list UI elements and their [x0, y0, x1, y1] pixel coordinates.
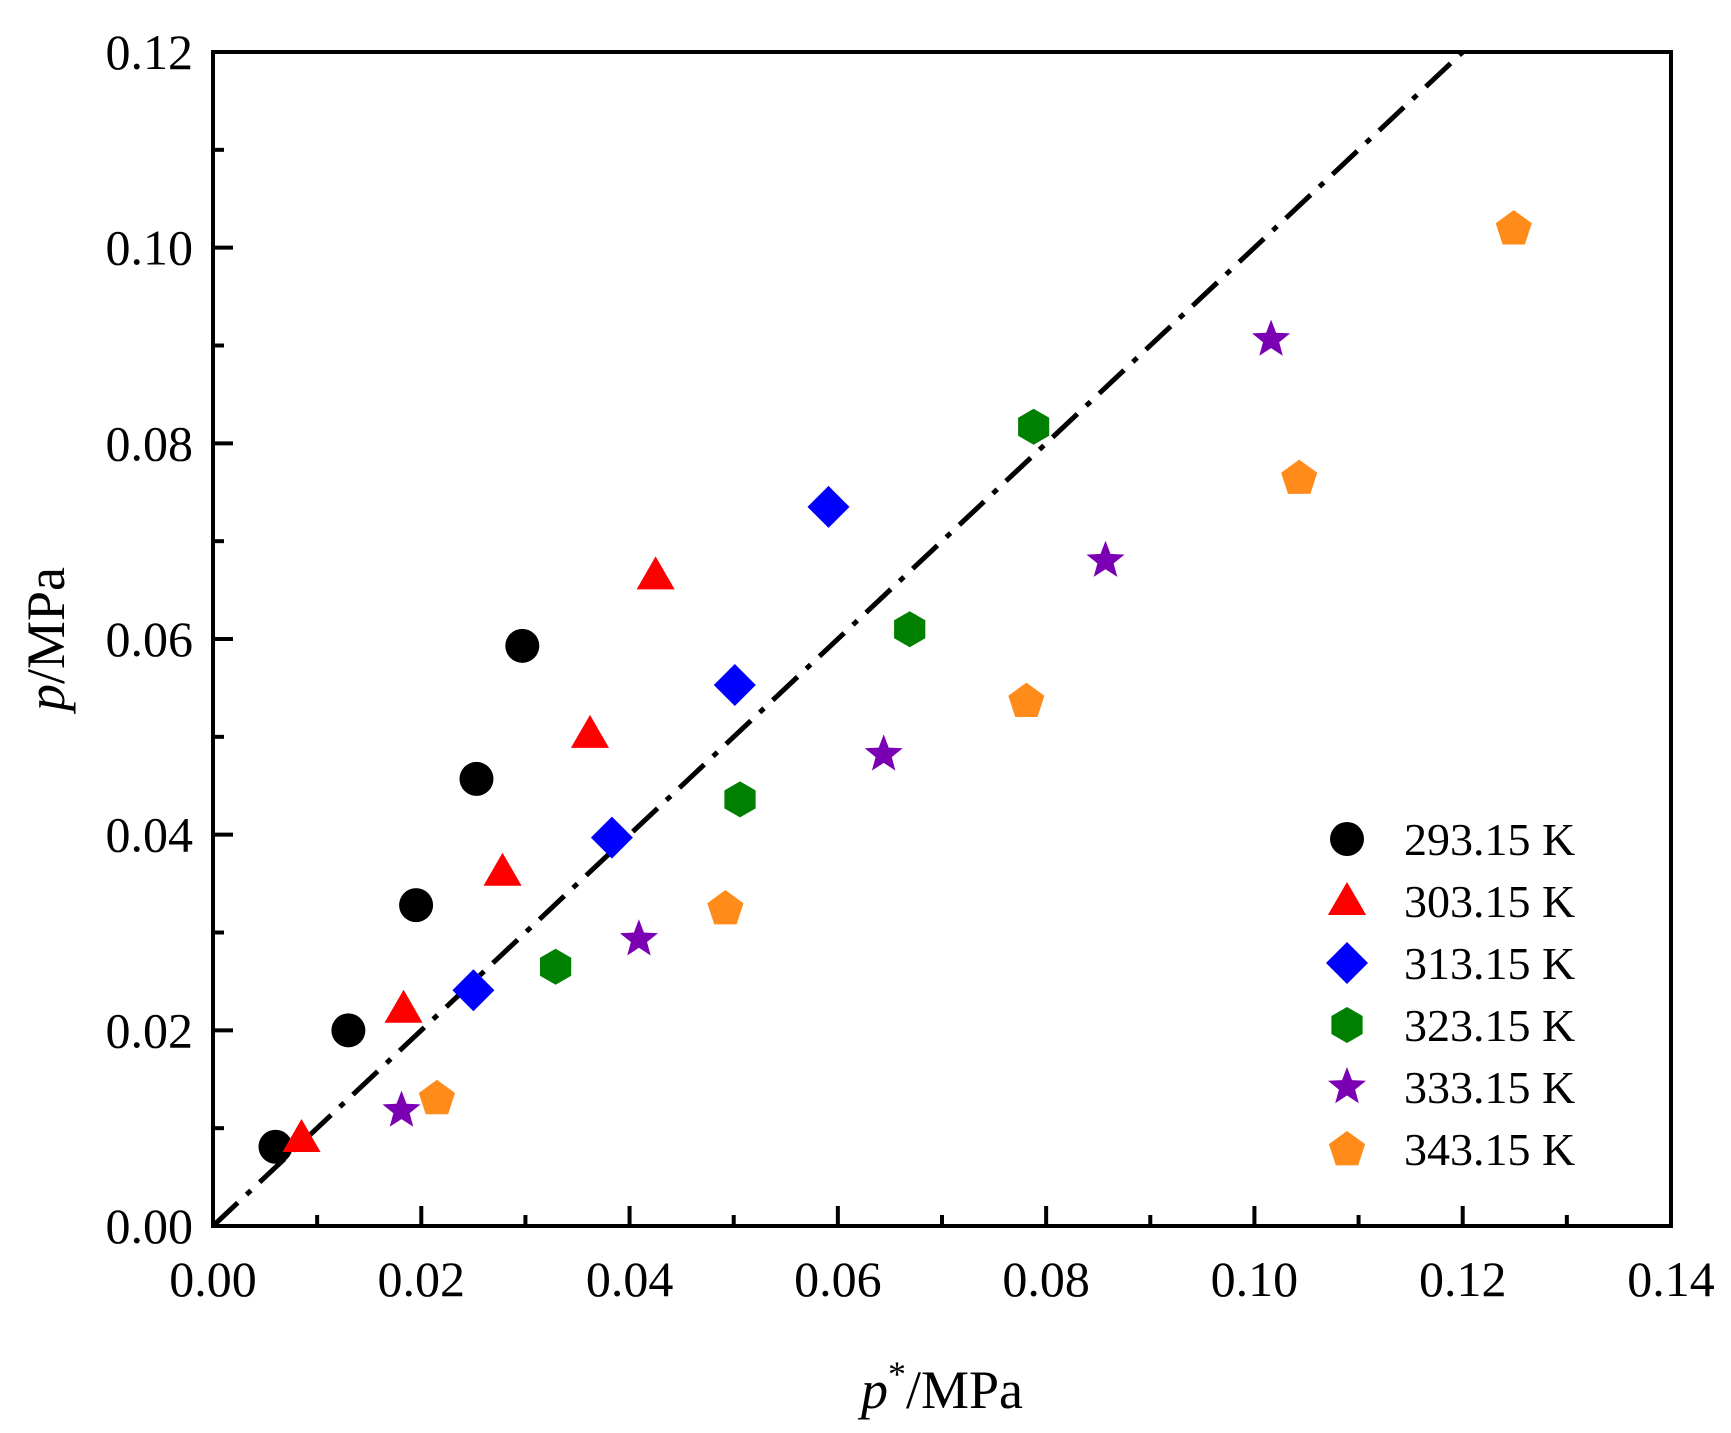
data-point [483, 852, 522, 886]
legend: 293.15 K 303.15 K 313.15 K 323.15 K 333.15 K… [1326, 814, 1575, 1175]
y-tick-label: 0.04 [106, 807, 194, 863]
data-point [382, 1090, 421, 1127]
legend-label: 293.15 K [1404, 814, 1575, 865]
y-tick-label: 0.00 [106, 1198, 194, 1254]
y-tick-label: 0.08 [106, 415, 194, 471]
data-point [1281, 459, 1318, 494]
legend-item: 293.15 K [1330, 814, 1575, 865]
x-tick-label: 0.02 [378, 1251, 466, 1307]
x-axis-var: p [857, 1360, 888, 1420]
data-point [724, 781, 756, 818]
data-point [452, 969, 495, 1012]
y-axis-unit: /MPa [16, 567, 76, 684]
reference-line [211, 50, 1465, 1228]
data-point [707, 890, 744, 925]
x-tick-label: 0.00 [169, 1251, 257, 1307]
legend-item: 323.15 K [1331, 1000, 1575, 1051]
x-tick-labels: 0.00 0.02 0.04 0.06 0.08 0.10 0.12 0.14 [169, 1251, 1715, 1307]
x-axis-title: p*/MPa [857, 1354, 1023, 1420]
y-axis-title: p/MPa [16, 567, 76, 715]
legend-marker [1328, 1067, 1366, 1104]
y-axis-var: p [16, 684, 76, 715]
legend-label: 343.15 K [1404, 1124, 1575, 1175]
data-point [864, 734, 903, 771]
legend-marker [1326, 942, 1368, 984]
data-point [590, 816, 633, 859]
x-tick-label: 0.06 [794, 1251, 882, 1307]
data-point [540, 948, 572, 985]
plot-frame [211, 50, 1673, 1228]
series-323-15-k [540, 408, 1050, 985]
legend-label: 303.15 K [1404, 876, 1575, 927]
data-point [331, 1013, 366, 1048]
legend-item: 343.15 K [1328, 1124, 1575, 1175]
x-axis-sup: * [888, 1354, 906, 1394]
data-point [282, 1119, 321, 1152]
x-tick-label: 0.12 [1419, 1251, 1507, 1307]
data-point [399, 888, 434, 923]
data-point [505, 628, 540, 663]
data-point [894, 611, 926, 648]
series-303-15-k [282, 556, 675, 1152]
legend-label: 333.15 K [1404, 1062, 1575, 1113]
y-tick-label: 0.06 [106, 611, 194, 667]
y-tick-labels: 0.00 0.02 0.04 0.06 0.08 0.10 0.12 [106, 24, 194, 1254]
reference-line-layer [211, 50, 1465, 1228]
data-point [418, 1079, 455, 1115]
x-axis-unit: /MPa [906, 1360, 1023, 1420]
data-point [570, 714, 609, 748]
series-313-15-k [452, 485, 850, 1012]
data-point [459, 761, 494, 796]
y-tick-label: 0.10 [106, 220, 194, 276]
legend-item: 333.15 K [1328, 1062, 1575, 1113]
data-point [619, 919, 658, 956]
x-tick-label: 0.10 [1211, 1251, 1299, 1307]
legend-marker [1327, 882, 1367, 915]
data-point [1495, 210, 1532, 245]
series-343-15-k [418, 210, 1532, 1115]
legend-item: 303.15 K [1327, 876, 1575, 927]
data-point [807, 485, 850, 528]
legend-item: 313.15 K [1326, 938, 1575, 989]
data-point [713, 664, 756, 706]
data-point [636, 556, 675, 590]
data-point [1018, 408, 1050, 445]
legend-label: 323.15 K [1404, 1000, 1575, 1051]
series-333-15-k [382, 319, 1291, 1127]
data-point [1252, 319, 1291, 356]
data-point [258, 1129, 293, 1164]
legend-marker [1328, 1131, 1366, 1166]
y-tick-label: 0.02 [106, 1002, 194, 1058]
series-293-15-k [258, 628, 540, 1164]
data-point [1086, 540, 1125, 577]
data-points-layer [258, 210, 1532, 1164]
legend-label: 313.15 K [1404, 938, 1575, 989]
x-tick-label: 0.08 [1002, 1251, 1090, 1307]
legend-marker [1331, 1007, 1363, 1043]
legend-marker [1330, 822, 1364, 856]
data-point [1008, 682, 1045, 717]
data-point [384, 989, 423, 1023]
x-tick-label: 0.04 [586, 1251, 674, 1307]
y-tick-label: 0.12 [106, 24, 194, 80]
x-tick-label: 0.14 [1627, 1251, 1715, 1307]
